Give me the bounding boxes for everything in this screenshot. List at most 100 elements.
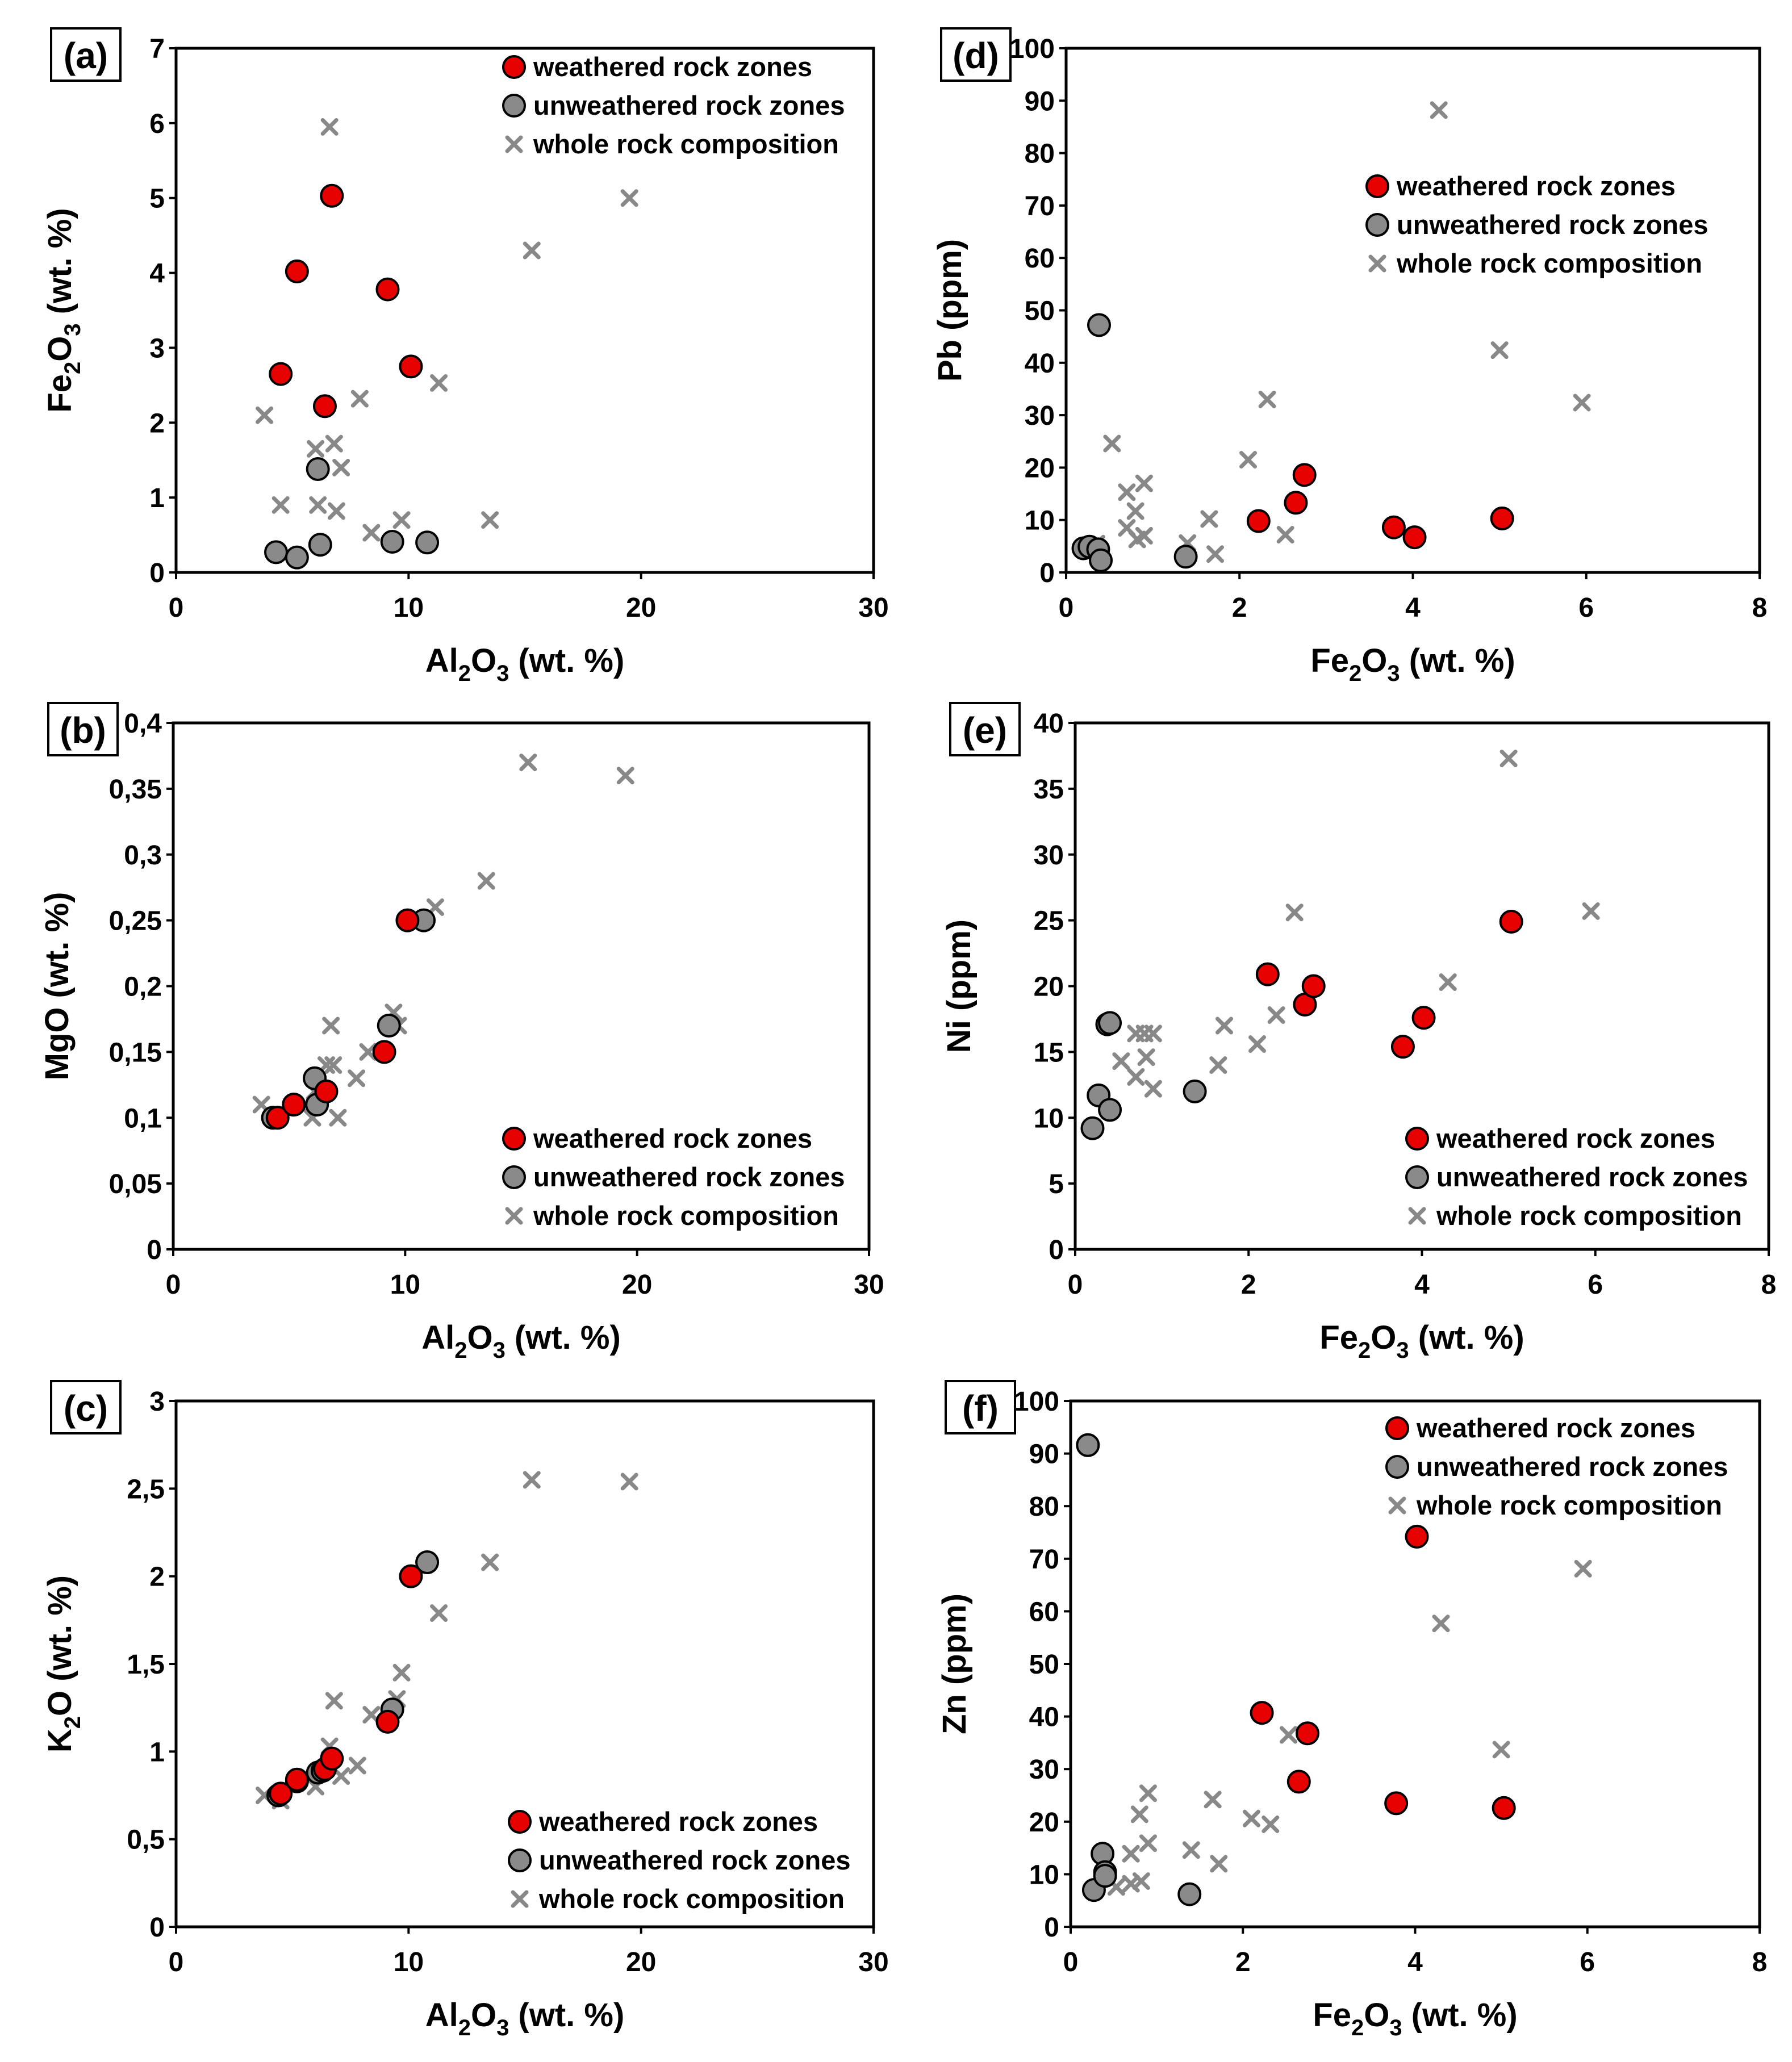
y-tick-label: 90	[1029, 1440, 1059, 1470]
x-tick-label: 0	[169, 1947, 184, 1977]
unweathered-point	[308, 533, 332, 557]
y-tick-label: 0,3	[124, 840, 162, 871]
unweathered-point	[1093, 1864, 1117, 1888]
legend-weathered-label: weathered rock zones	[538, 1806, 818, 1837]
weathered-point	[1250, 1701, 1274, 1725]
x-tick-label: 0	[1063, 1947, 1079, 1977]
y-tick-label: 0	[1039, 558, 1055, 588]
weathered-point	[1411, 1006, 1436, 1030]
y-axis-label: Pb (ppm)	[931, 239, 968, 382]
panel-label: (f)	[962, 1388, 999, 1429]
weathered-point	[1246, 509, 1271, 533]
legend-unweathered-label: unweathered rock zones	[1436, 1162, 1748, 1192]
x-axis-label: Al2O3 (wt. %)	[425, 642, 625, 686]
x-tick-label: 4	[1414, 1270, 1430, 1300]
weathered-point	[282, 1093, 306, 1117]
y-tick-label: 0,25	[109, 906, 162, 936]
whole_rock-point	[519, 754, 537, 772]
panel-label-box	[50, 1380, 122, 1434]
legend-whole_rock-marker	[511, 1890, 529, 1908]
y-tick-label: 1	[149, 1737, 165, 1767]
unweathered-point	[1173, 545, 1198, 569]
y-tick-label: 10	[1034, 1103, 1064, 1134]
y-axis-label: K2O (wt. %)	[41, 1575, 85, 1753]
whole_rock-point	[332, 1767, 350, 1785]
y-tick-label: 70	[1029, 1545, 1059, 1575]
weathered-point	[269, 362, 293, 386]
weathered-point	[1384, 1791, 1409, 1816]
y-tick-label: 80	[1029, 1492, 1059, 1522]
y-tick-label: 100	[1014, 1387, 1059, 1417]
x-axis-label: Fe2O3 (wt. %)	[1313, 1997, 1517, 2040]
panel-label-box	[47, 702, 119, 756]
y-tick-label: 0,35	[109, 775, 162, 805]
y-tick-label: 3	[149, 333, 165, 363]
whole_rock-point	[1499, 750, 1518, 768]
y-tick-label: 100	[1009, 34, 1055, 64]
whole_rock-point	[1430, 101, 1448, 119]
unweathered-point	[1183, 1079, 1207, 1103]
weathered-point	[1402, 525, 1427, 550]
y-tick-label: 10	[1025, 506, 1055, 536]
x-tick-label: 10	[390, 1270, 420, 1300]
legend-whole_rock-label: whole rock composition	[533, 1201, 839, 1231]
whole_rock-point	[1432, 1615, 1450, 1633]
legend-unweathered-marker	[508, 1848, 532, 1872]
legend-whole_rock-label: whole rock composition	[533, 129, 839, 159]
y-tick-label: 10	[1029, 1860, 1059, 1890]
y-tick-label: 35	[1034, 775, 1064, 805]
weathered-point	[1499, 909, 1523, 934]
whole_rock-point	[1122, 1844, 1140, 1863]
y-tick-label: 0	[149, 1913, 165, 1943]
whole_rock-point	[1582, 902, 1600, 920]
x-tick-label: 8	[1752, 593, 1768, 623]
whole_rock-point	[620, 189, 638, 207]
whole_rock-point	[620, 1473, 638, 1491]
y-tick-label: 25	[1034, 906, 1064, 936]
unweathered-point	[415, 1550, 440, 1574]
x-tick-label: 20	[626, 593, 656, 623]
y-tick-label: 2	[149, 408, 165, 438]
whole_rock-point	[616, 767, 634, 785]
whole_rock-point	[1285, 904, 1304, 922]
weathered-point	[1295, 1721, 1319, 1746]
whole_rock-point	[271, 496, 290, 514]
panel-label: (d)	[953, 35, 999, 76]
weathered-point	[320, 183, 344, 208]
legend-unweathered-marker	[502, 94, 526, 118]
plot-frame-a	[174, 47, 875, 574]
legend-unweathered-marker	[502, 1165, 526, 1189]
x-axis-label: Al2O3 (wt. %)	[421, 1319, 621, 1363]
whole_rock-point	[1492, 1741, 1510, 1759]
y-tick-label: 80	[1025, 139, 1055, 169]
panel-label-box	[50, 27, 122, 82]
weathered-point	[1301, 974, 1326, 998]
y-tick-label: 60	[1029, 1597, 1059, 1627]
panel-e: 0 2 4 6 8 0 5 10 15 20 25 30 35 40 Fe2O3 (wt. %) Ni (pp…	[941, 702, 1776, 1363]
legend-weathered-marker	[502, 1127, 526, 1151]
whole_rock-point	[1118, 483, 1136, 501]
x-tick-label: 30	[858, 1947, 888, 1977]
whole_rock-point	[1574, 1559, 1592, 1578]
y-tick-label: 1	[149, 483, 165, 513]
x-tick-label: 20	[622, 1270, 652, 1300]
legend-whole_rock-label: whole rock composition	[1416, 1490, 1722, 1520]
weathered-point	[375, 1709, 400, 1734]
whole_rock-point	[1103, 434, 1121, 453]
legend-unweathered-marker	[1365, 213, 1389, 237]
legend-weathered-label: weathered rock zones	[1436, 1123, 1715, 1153]
whole_rock-point	[1135, 474, 1153, 492]
panel-label: (e)	[963, 710, 1007, 751]
whole_rock-point	[359, 1043, 377, 1061]
legend-whole_rock-label: whole rock composition	[1396, 248, 1702, 278]
unweathered-point	[1177, 1882, 1202, 1906]
weathered-point	[1490, 506, 1514, 530]
whole_rock-point	[1204, 1791, 1222, 1809]
y-tick-label: 70	[1025, 191, 1055, 221]
whole_rock-point	[1130, 1805, 1148, 1823]
whole_rock-point	[348, 1069, 366, 1088]
unweathered-point	[264, 540, 289, 564]
unweathered-point	[1087, 313, 1111, 337]
x-tick-label: 2	[1235, 1947, 1251, 1977]
